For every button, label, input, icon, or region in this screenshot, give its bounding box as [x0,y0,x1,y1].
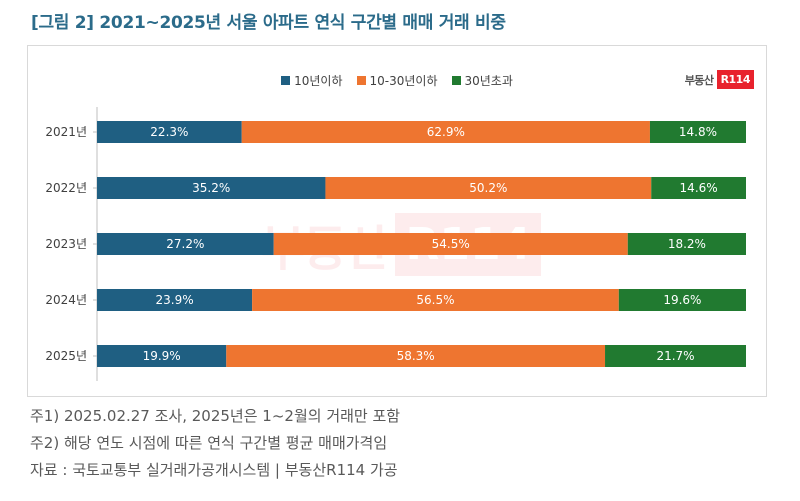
logo-badge: R114 [716,70,754,89]
bar-segment-series-0 [97,345,227,367]
bar-segment-series-2 [605,345,746,367]
data-label-series-1: 58.3% [397,349,435,363]
bar-segment-series-2 [627,233,746,255]
data-label-series-2: 14.6% [680,181,718,195]
logo-text: 부동산 [684,73,714,87]
data-label-series-2: 14.8% [679,125,717,139]
footnote-source: 자료 : 국토교통부 실거래가공개시스템 | 부동산R114 가공 [30,461,398,479]
bar-segment-series-1 [273,233,628,255]
bar-chart-plot: 2021년 22.3% 62.9% 14.8% 2022년 35.2% 50.2% 14.6%… [45,107,746,381]
data-label-series-1: 62.9% [427,125,465,139]
data-label-series-0: 22.3% [150,125,188,139]
category-label: 2022년 [45,181,87,195]
data-label-series-1: 50.2% [469,181,507,195]
legend-item-series-2: 30년초과 [451,72,513,89]
bar-segment-series-1 [226,345,606,367]
data-label-series-0: 35.2% [192,181,230,195]
chart-container: 부동산 R114 10년이하 10-30년이하 30년초과 부동산 R114 2… [27,45,767,397]
footnote-1: 주1) 2025.02.27 조사, 2025년은 1~2월의 거래만 포함 [30,407,401,425]
data-label-series-2: 18.2% [668,237,706,251]
data-label-series-2: 19.6% [663,293,701,307]
bar-segment-series-2 [618,289,746,311]
legend-item-series-1: 10-30년이하 [356,72,438,89]
brand-logo: 부동산 R114 [685,70,754,89]
bar-segment-series-1 [252,289,619,311]
legend-swatch-series-1 [356,76,366,85]
legend-label-series-0: 10년이하 [294,74,343,88]
bar-segment-series-0 [97,177,326,199]
bar-segment-series-2 [651,177,746,199]
category-label: 2024년 [45,293,87,307]
bar-segment-series-1 [325,177,652,199]
legend-label-series-2: 30년초과 [464,74,513,88]
legend-item-series-0: 10년이하 [281,72,343,89]
data-label-series-0: 27.2% [166,237,204,251]
legend-swatch-series-2 [451,76,461,85]
data-label-series-0: 19.9% [143,349,181,363]
bar-segment-series-1 [241,121,650,143]
category-label: 2023년 [45,237,87,251]
footnotes: 주1) 2025.02.27 조사, 2025년은 1~2월의 거래만 포함 주… [30,403,400,484]
category-label: 2025년 [45,349,87,363]
data-label-series-1: 56.5% [416,293,454,307]
category-label: 2021년 [45,125,87,139]
legend-label-series-1: 10-30년이하 [369,74,438,88]
legend-swatch-series-0 [281,76,291,85]
data-label-series-1: 54.5% [432,237,470,251]
bar-segment-series-0 [97,233,274,255]
chart-title: [그림 2] 2021~2025년 서울 아파트 연식 구간별 매매 거래 비중 [31,13,506,33]
footnote-2: 주2) 해당 연도 시점에 따른 연식 구간별 평균 매매가격임 [30,434,388,452]
bar-segment-series-0 [97,289,253,311]
data-label-series-2: 21.7% [656,349,694,363]
bar-segment-series-0 [97,121,242,143]
chart-legend: 10년이하 10-30년이하 30년초과 [28,72,766,89]
bar-segment-series-2 [649,121,746,143]
data-label-series-0: 23.9% [155,293,193,307]
